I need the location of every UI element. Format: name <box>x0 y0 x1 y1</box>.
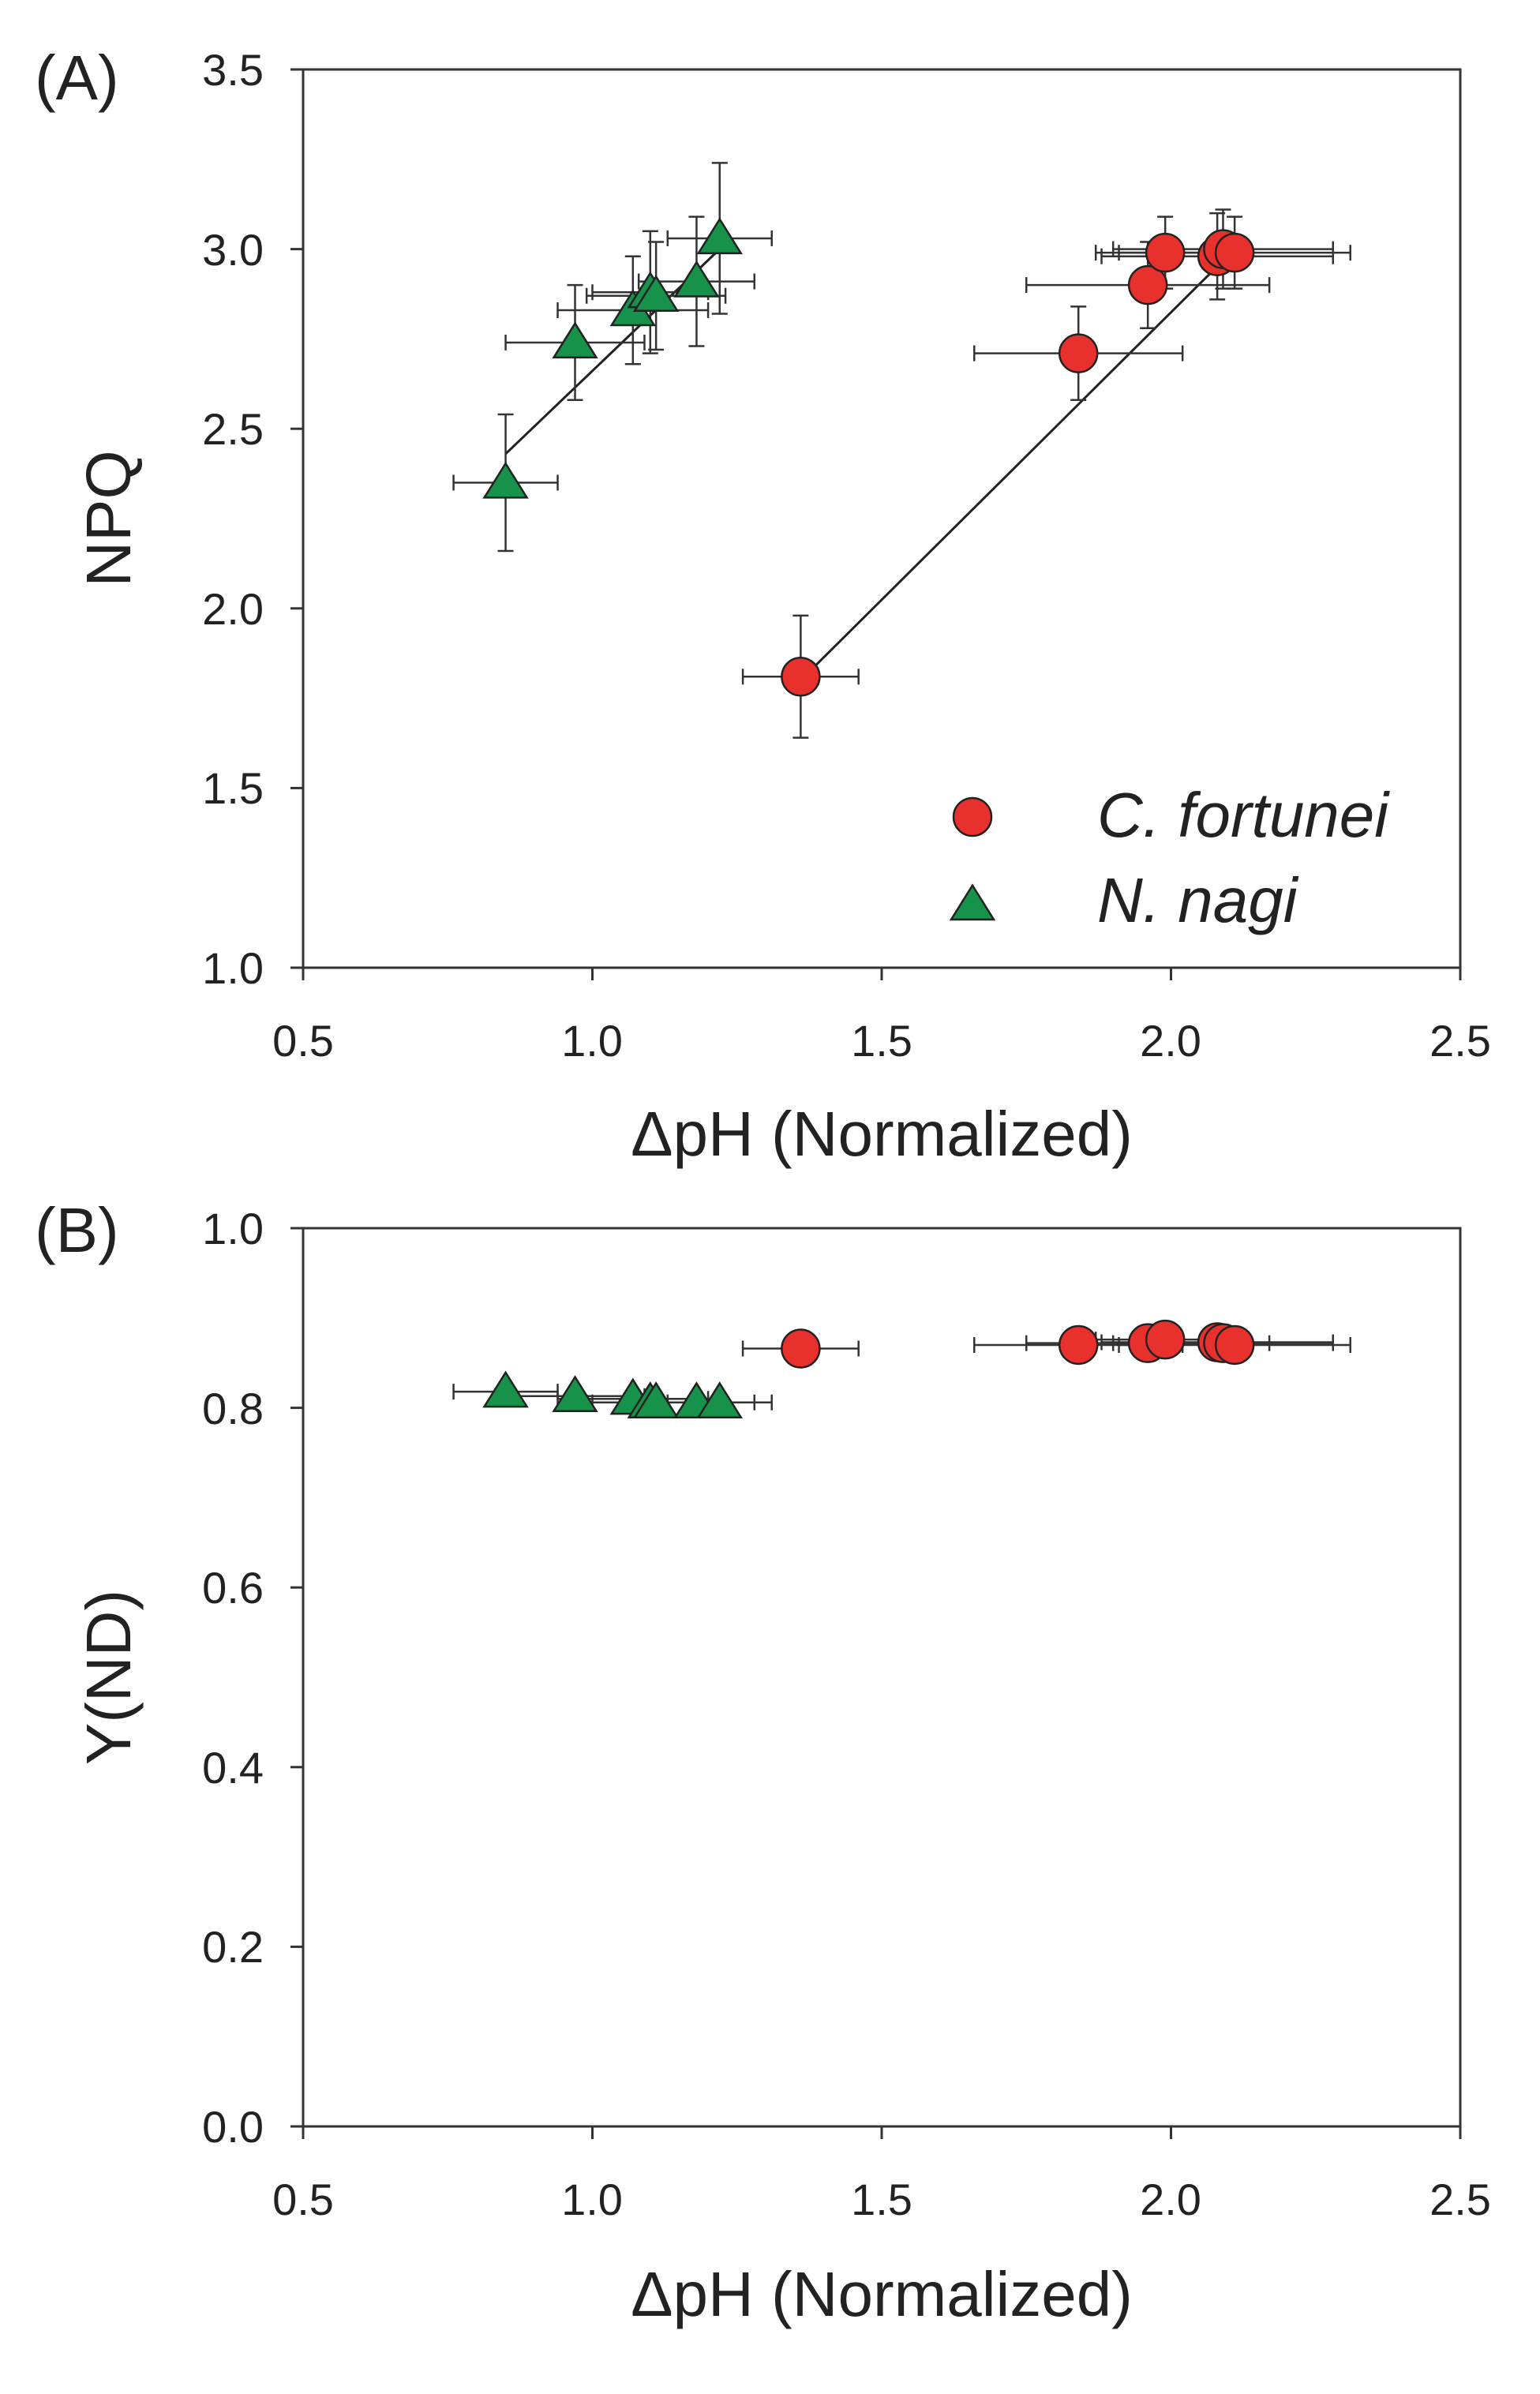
panel-b-x-axis: 0.5 1.0 1.5 2.0 2.5 <box>272 2175 1491 2224</box>
data-point-n-nagi <box>696 1381 744 1418</box>
panel-b-xtick-label: 2.5 <box>1429 2175 1491 2224</box>
legend-symbol-c-fortunei <box>952 796 993 837</box>
panel-a-xtick-label: 1.5 <box>851 1016 912 1066</box>
legend-circle-marker <box>952 796 993 837</box>
panel-a-ytick-label: 2.5 <box>202 404 264 454</box>
panel-b-y-axis-title: Y(ND) <box>73 1590 144 1765</box>
panel-b-xtick-label: 1.5 <box>851 2175 912 2224</box>
data-point-n-nagi <box>482 1370 529 1408</box>
data-point-n-nagi <box>552 1375 598 1413</box>
panel-b-ytick-label: 0.2 <box>202 1922 264 1972</box>
data-point-n-nagi <box>696 217 744 255</box>
panel-b-ytick-label: 0.4 <box>202 1743 264 1793</box>
legend-label-n-nagi: N. nagi <box>1097 865 1299 935</box>
data-point-n-nagi <box>632 1381 680 1418</box>
data-point-c-fortunei <box>1058 333 1099 373</box>
data-point-c-fortunei <box>781 657 821 697</box>
panel-a-label: (A) <box>35 43 119 113</box>
data-point-n-nagi <box>673 260 720 298</box>
panel-a-y-axis: 1.0 1.5 2.0 2.5 3.0 3.5 <box>202 45 264 993</box>
data-point-n-nagi <box>482 461 529 499</box>
panel-b-ytick-label: 1.0 <box>202 1204 264 1253</box>
panel-a-ytick-label: 1.0 <box>202 943 264 993</box>
panel-a-xtick-label: 0.5 <box>272 1016 334 1066</box>
legend-triangle-marker <box>949 883 996 921</box>
panel-a-data-marks <box>452 162 1351 739</box>
legend-symbol-n-nagi <box>949 883 996 921</box>
data-point-c-fortunei <box>781 1328 821 1369</box>
panel-a-x-axis-title: ΔpH (Normalized) <box>631 1099 1133 1169</box>
panel-b-y-axis: 0.0 0.2 0.4 0.6 0.8 1.0 <box>202 1204 264 2152</box>
panel-a-ytick-label: 3.5 <box>202 45 264 95</box>
data-point-c-fortunei <box>1214 232 1255 273</box>
panel-b-ytick-label: 0.8 <box>202 1384 264 1433</box>
panel-a-xtick-label: 2.0 <box>1140 1016 1201 1066</box>
data-point-c-fortunei <box>1058 1324 1099 1366</box>
panel-a-npq-chart: (A) 1.0 1.5 2.0 2.5 3.0 3.5 0.5 1.0 1.5 … <box>35 43 1491 1169</box>
panel-b-x-axis-title: ΔpH (Normalized) <box>631 2259 1133 2329</box>
panel-b-xtick-label: 2.0 <box>1140 2175 1201 2224</box>
legend-label-c-fortunei: C. fortunei <box>1097 780 1390 850</box>
panel-b-data-marks <box>452 1319 1351 1418</box>
panel-b-ytick-label: 0.0 <box>202 2102 264 2152</box>
fit-line-c-fortunei <box>800 248 1236 681</box>
data-point-c-fortunei <box>1145 232 1186 273</box>
panel-a-tick-marks <box>290 68 1462 980</box>
panel-a-ytick-label: 1.5 <box>202 763 264 813</box>
panel-a-xtick-label: 1.0 <box>561 1016 623 1066</box>
panel-a-legend: C. fortunei N. nagi <box>949 780 1390 935</box>
data-point-n-nagi <box>552 321 598 359</box>
panel-b-label: (B) <box>35 1195 119 1265</box>
panel-a-ytick-label: 2.0 <box>202 584 264 634</box>
panel-b-plot-frame <box>302 1227 1462 2128</box>
panel-b-ytick-label: 0.6 <box>202 1563 264 1613</box>
panel-a-x-axis: 0.5 1.0 1.5 2.0 2.5 <box>272 1016 1491 1066</box>
panel-a-y-axis-title: NPQ <box>73 450 144 586</box>
panel-b-tick-marks <box>290 1227 1462 2139</box>
data-point-c-fortunei <box>1214 1324 1255 1366</box>
data-point-n-nagi <box>632 275 680 312</box>
data-point-c-fortunei <box>1127 264 1168 305</box>
panel-b-ynd-chart: (B) 0.0 0.2 0.4 0.6 0.8 1.0 0.5 1.0 1.5 … <box>35 1195 1491 2329</box>
panel-a-ytick-label: 3.0 <box>202 225 264 275</box>
panel-a-xtick-label: 2.5 <box>1429 1016 1491 1066</box>
panel-b-xtick-label: 0.5 <box>272 2175 334 2224</box>
data-point-c-fortunei <box>1145 1319 1186 1360</box>
panel-b-xtick-label: 1.0 <box>561 2175 623 2224</box>
